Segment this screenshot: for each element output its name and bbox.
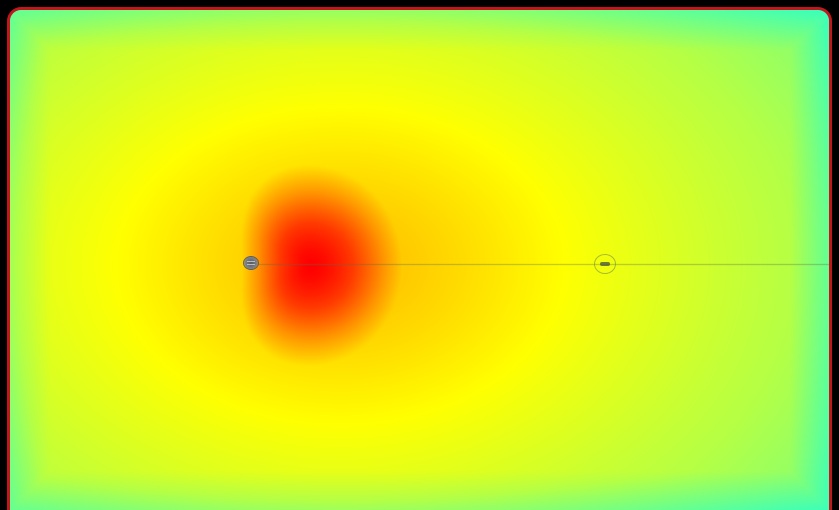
heatmap-field[interactable] [10,10,829,510]
source-probe-icon[interactable] [243,256,259,270]
target-probe-icon[interactable] [594,254,616,274]
simulation-viewport[interactable] [7,7,832,510]
target-probe-core [600,262,610,266]
